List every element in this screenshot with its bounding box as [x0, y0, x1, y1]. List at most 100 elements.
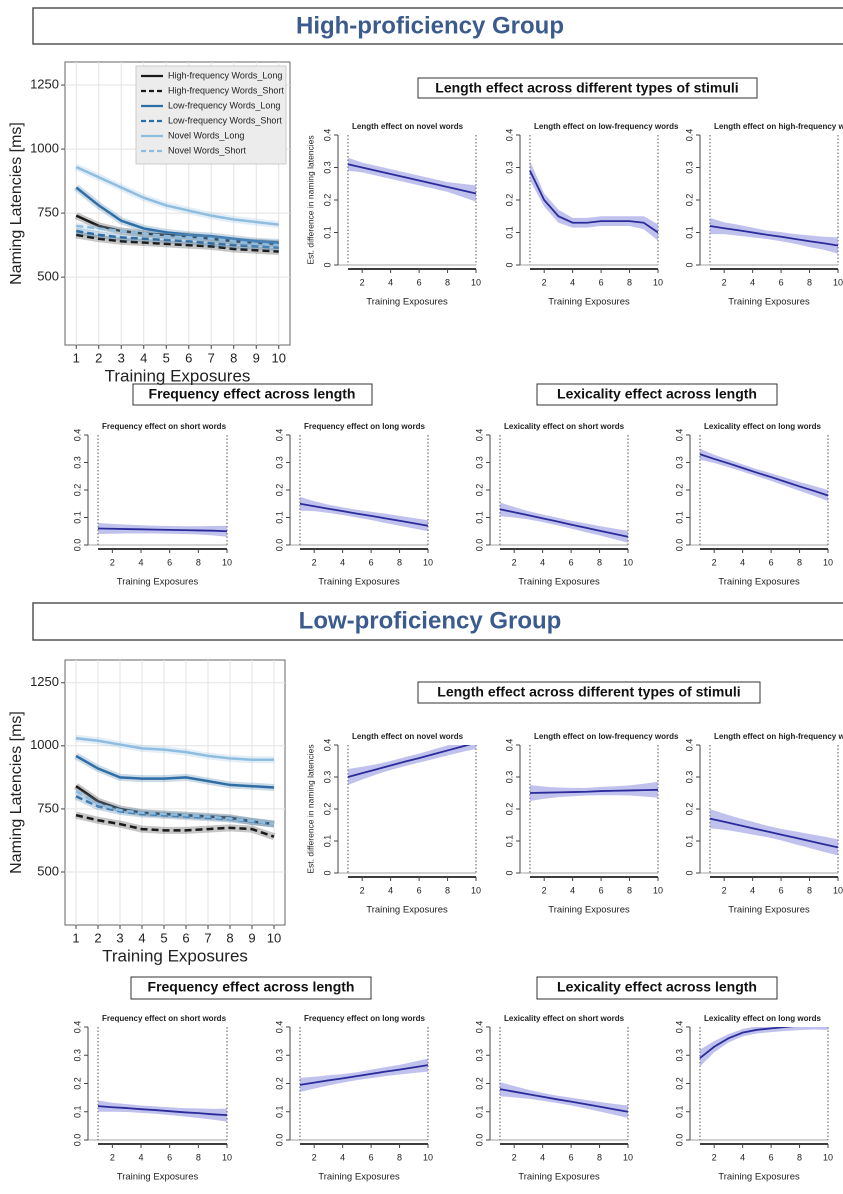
y-axis-label: Est. difference in naming latencies [305, 135, 315, 264]
x-tick-label: 7 [204, 930, 211, 945]
x-axis-label: Training Exposures [518, 577, 600, 588]
y-tick-label: 0 [684, 262, 694, 267]
y-tick-label: 0.2 [274, 484, 284, 497]
x-tick-label: 10 [471, 277, 481, 287]
line [75, 165, 279, 226]
y-tick-label: 0.0 [274, 1134, 284, 1147]
x-tick-label: 1 [72, 930, 79, 945]
x-axis-label: Training Exposures [366, 297, 448, 308]
section-box [536, 976, 778, 1000]
x-tick-label: 2 [512, 557, 517, 567]
y-tick-label: 0.0 [474, 1134, 484, 1147]
lines [347, 157, 476, 202]
x-tick-label: 2 [110, 557, 115, 567]
y-tick-label: 0.4 [504, 129, 514, 142]
x-tick-label: 10 [222, 1152, 232, 1162]
x-axis-label: Training Exposures [117, 1172, 199, 1183]
x-tick-label: 1 [73, 350, 80, 365]
x-tick-label: 4 [139, 1152, 144, 1162]
y-tick-label: 0.3 [322, 161, 332, 174]
panel-title: Length effect on high-frequency words [714, 732, 843, 741]
panel-title: Length effect on novel words [352, 732, 464, 741]
x-tick-label: 8 [397, 1152, 402, 1162]
y-tick-label: 750 [37, 800, 59, 815]
y-tick-label: 0.3 [684, 161, 694, 174]
x-tick-label: 8 [230, 350, 237, 365]
y-tick-label: 0.2 [322, 194, 332, 207]
lines [347, 745, 476, 785]
line [499, 1088, 628, 1113]
x-tick-label: 8 [226, 930, 233, 945]
section-box [536, 383, 778, 406]
x-tick-label: 8 [597, 557, 602, 567]
line [499, 508, 628, 538]
x-tick-label: 6 [417, 885, 422, 895]
line [709, 225, 838, 247]
y-tick-label: 0.2 [72, 1077, 82, 1090]
x-tick-label: 2 [94, 930, 101, 945]
y-tick-label: 0.2 [504, 194, 514, 207]
x-axis-label: Training Exposures [548, 905, 630, 916]
x-axis-label: Training Exposures [518, 1172, 600, 1183]
panel-title: Lexicality effect on short words [504, 1014, 625, 1023]
x-tick-label: 2 [312, 1152, 317, 1162]
x-axis-label: Training Exposures [548, 297, 630, 308]
y-tick-label: 0.4 [674, 1021, 684, 1034]
x-tick-label: 2 [512, 1152, 517, 1162]
x-tick-label: 6 [417, 277, 422, 287]
y-tick-label: 500 [37, 863, 59, 878]
lines [74, 734, 276, 840]
x-tick-label: 4 [340, 557, 345, 567]
y-tick-label: 0.2 [474, 484, 484, 497]
x-tick-label: 10 [471, 885, 481, 895]
y-tick-label: 0.0 [674, 539, 684, 552]
x-tick-label: 10 [653, 277, 663, 287]
chart: 0 0.1 0.2 0.3 0.4 2 4 6 8 10 Training Exposures Len… [684, 122, 843, 307]
y-tick-label: 0.0 [72, 539, 82, 552]
x-tick-label: 6 [569, 557, 574, 567]
line [709, 817, 838, 849]
section-title: Frequency effect across length [148, 979, 355, 995]
y-tick-label: 0.1 [474, 1105, 484, 1118]
x-tick-label: 6 [369, 1152, 374, 1162]
y-axis-label: Naming Latencies [ms] [8, 122, 25, 285]
section-box [130, 976, 372, 1000]
group-header-box [32, 7, 843, 45]
y-tick-label: 0.1 [504, 226, 514, 239]
x-axis-label: Training Exposures [318, 1172, 400, 1183]
panel-title: Length effect on low-frequency words [534, 122, 679, 131]
chart: 0.0 0.1 0.2 0.3 0.4 2 4 6 8 10 Training Exposures F… [72, 1014, 232, 1182]
line [76, 233, 279, 253]
confidence-band [529, 161, 658, 241]
legend-label: High-frequency Words_Long [168, 70, 282, 80]
confidence-band [347, 745, 476, 785]
y-tick-label: 0.1 [274, 1105, 284, 1118]
legend-label: Low-frequency Words_Long [168, 100, 280, 110]
panel-title: Frequency effect on short words [102, 422, 227, 431]
y-tick-label: 0.4 [274, 429, 284, 442]
y-tick-label: 1250 [30, 674, 59, 689]
y-tick-label: 0.3 [674, 1049, 684, 1062]
lines [709, 809, 838, 856]
y-tick-label: 0.4 [274, 1021, 284, 1034]
x-tick-label: 6 [167, 1152, 172, 1162]
y-tick-label: 0.2 [474, 1077, 484, 1090]
lines [699, 1027, 828, 1067]
line [75, 790, 275, 826]
y-tick-label: 0.1 [474, 511, 484, 524]
x-tick-label: 10 [833, 885, 843, 895]
x-tick-label: 4 [740, 1152, 745, 1162]
x-tick-label: 4 [138, 930, 145, 945]
section-box [132, 383, 373, 406]
x-tick-label: 10 [823, 1152, 833, 1162]
line [299, 1064, 428, 1086]
x-tick-label: 6 [369, 557, 374, 567]
x-tick-label: 2 [712, 1152, 717, 1162]
x-tick-label: 4 [388, 277, 393, 287]
x-tick-label: 4 [570, 277, 575, 287]
group-header-box [32, 602, 843, 641]
y-tick-label: 0.2 [322, 803, 332, 816]
x-tick-label: 8 [196, 1152, 201, 1162]
y-tick-label: 0.1 [674, 1105, 684, 1118]
